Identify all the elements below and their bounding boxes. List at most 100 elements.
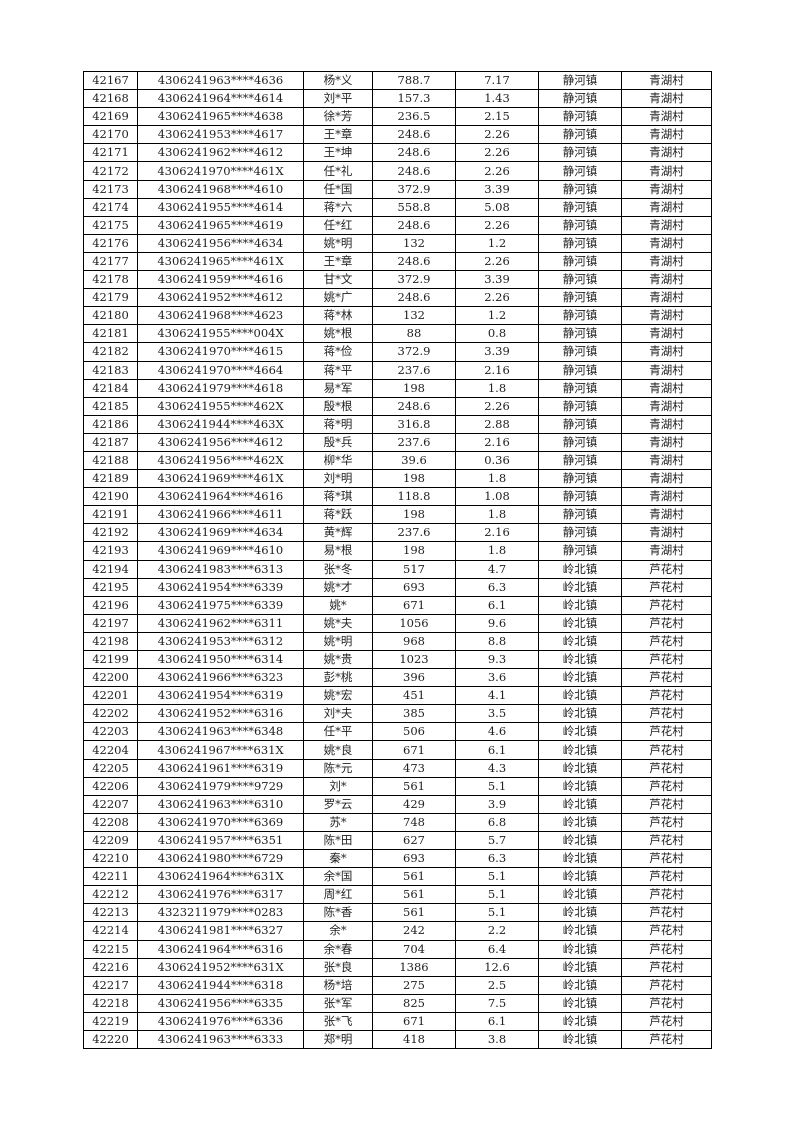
village-cell: 芦花村 [621, 595, 712, 615]
serial-number-cell: 42187 [83, 432, 138, 452]
id-number-cell: 4306241962****6311 [137, 613, 304, 633]
table-row: 42194 4306241983****6313 张*冬 517 4.7 岭北镇 芦花村 [83, 559, 712, 579]
serial-number-cell: 42192 [83, 523, 138, 543]
serial-number-cell: 42213 [83, 903, 138, 923]
village-cell: 芦花村 [621, 776, 712, 796]
village-cell: 青湖村 [621, 215, 712, 235]
name-cell: 任*国 [303, 179, 373, 199]
table-row: 42186 4306241944****463X 蒋*明 316.8 2.88 静河镇 青湖… [83, 414, 712, 434]
quantity-cell: 6.3 [455, 577, 539, 597]
town-cell: 静河镇 [538, 197, 622, 217]
town-cell: 岭北镇 [538, 903, 622, 923]
town-cell: 静河镇 [538, 125, 622, 145]
village-cell: 青湖村 [621, 197, 712, 217]
town-cell: 静河镇 [538, 414, 622, 434]
table-row: 42214 4306241981****6327 余* 242 2.2 岭北镇 芦花村 [83, 921, 712, 941]
id-number-cell: 4306241955****004X [137, 324, 304, 344]
id-number-cell: 4306241976****6336 [137, 1011, 304, 1031]
serial-number-cell: 42216 [83, 957, 138, 977]
town-cell: 岭北镇 [538, 993, 622, 1013]
serial-number-cell: 42211 [83, 867, 138, 887]
serial-number-cell: 42199 [83, 649, 138, 670]
name-cell: 殷*根 [303, 396, 373, 416]
serial-number-cell: 42200 [83, 668, 138, 688]
table-row: 42183 4306241970****4664 蒋*平 237.6 2.16 静河镇 青湖… [83, 360, 712, 380]
table-row: 42175 4306241965****4619 任*红 248.6 2.26 静河镇 青湖… [83, 215, 712, 235]
quantity-cell: 3.6 [455, 668, 539, 688]
serial-number-cell: 42219 [83, 1011, 138, 1031]
town-cell: 静河镇 [538, 342, 622, 362]
name-cell: 余* [303, 921, 373, 941]
amount-cell: 316.8 [372, 414, 456, 434]
village-cell: 芦花村 [621, 758, 712, 778]
table-row: 42170 4306241953****4617 王*章 248.6 2.26 静河镇 青湖… [83, 125, 712, 145]
id-number-cell: 4306241963****6310 [137, 794, 304, 814]
id-number-cell: 4306241957****6351 [137, 830, 304, 851]
serial-number-cell: 42208 [83, 812, 138, 832]
table-row: 42210 4306241980****6729 秦* 693 6.3 岭北镇 芦花村 [83, 849, 712, 869]
serial-number-cell: 42172 [83, 161, 138, 181]
town-cell: 静河镇 [538, 179, 622, 199]
quantity-cell: 1.8 [455, 378, 539, 398]
amount-cell: 693 [372, 577, 456, 597]
village-cell: 青湖村 [621, 487, 712, 507]
id-number-cell: 4306241980****6729 [137, 849, 304, 869]
name-cell: 姚*根 [303, 324, 373, 344]
id-number-cell: 4306241961****6319 [137, 758, 304, 778]
table-row: 42168 4306241964****4614 刘*平 157.3 1.43 静河镇 青湖… [83, 89, 712, 109]
id-number-cell: 4306241979****9729 [137, 776, 304, 796]
town-cell: 静河镇 [538, 396, 622, 416]
serial-number-cell: 42205 [83, 758, 138, 778]
table-row: 42185 4306241955****462X 殷*根 248.6 2.26 静河镇 青湖… [83, 396, 712, 416]
table-row: 42177 4306241965****461X 王*章 248.6 2.26 静河镇 青湖… [83, 251, 712, 272]
table-row: 42219 4306241976****6336 张*飞 671 6.1 岭北镇 芦花村 [83, 1011, 712, 1031]
village-cell: 青湖村 [621, 89, 712, 109]
village-cell: 青湖村 [621, 125, 712, 145]
name-cell: 张*飞 [303, 1011, 373, 1031]
id-number-cell: 4306241965****461X [137, 251, 304, 272]
quantity-cell: 1.2 [455, 233, 539, 253]
serial-number-cell: 42215 [83, 939, 138, 959]
amount-cell: 627 [372, 830, 456, 851]
village-cell: 芦花村 [621, 631, 712, 652]
amount-cell: 88 [372, 324, 456, 344]
town-cell: 岭北镇 [538, 812, 622, 832]
name-cell: 姚*良 [303, 740, 373, 760]
quantity-cell: 2.15 [455, 107, 539, 127]
quantity-cell: 4.6 [455, 722, 539, 742]
id-number-cell: 4306241954****6339 [137, 577, 304, 597]
serial-number-cell: 42207 [83, 794, 138, 814]
table-row: 42174 4306241955****4614 蒋*六 558.8 5.08 静河镇 青湖… [83, 197, 712, 217]
quantity-cell: 12.6 [455, 957, 539, 977]
town-cell: 静河镇 [538, 161, 622, 181]
amount-cell: 39.6 [372, 450, 456, 471]
village-cell: 青湖村 [621, 469, 712, 489]
town-cell: 岭北镇 [538, 830, 622, 851]
amount-cell: 132 [372, 306, 456, 326]
id-number-cell: 4306241964****4614 [137, 89, 304, 109]
amount-cell: 396 [372, 668, 456, 688]
quantity-cell: 9.3 [455, 649, 539, 670]
town-cell: 静河镇 [538, 360, 622, 380]
quantity-cell: 8.8 [455, 631, 539, 652]
town-cell: 岭北镇 [538, 849, 622, 869]
town-cell: 岭北镇 [538, 631, 622, 652]
serial-number-cell: 42190 [83, 487, 138, 507]
serial-number-cell: 42210 [83, 849, 138, 869]
town-cell: 岭北镇 [538, 595, 622, 615]
amount-cell: 561 [372, 885, 456, 905]
name-cell: 姚* [303, 595, 373, 615]
table-row: 42220 4306241963****6333 郑*明 418 3.8 岭北镇 芦花村 [83, 1029, 712, 1050]
table-row: 42200 4306241966****6323 彭*桃 396 3.6 岭北镇 芦花村 [83, 668, 712, 688]
quantity-cell: 2.26 [455, 288, 539, 308]
village-cell: 芦花村 [621, 794, 712, 814]
name-cell: 张*冬 [303, 559, 373, 579]
quantity-cell: 4.1 [455, 686, 539, 706]
town-cell: 静河镇 [538, 505, 622, 525]
amount-cell: 968 [372, 631, 456, 652]
records-table: 42167 4306241963****4636 杨*义 788.7 7.17 静河镇 青湖… [83, 70, 712, 1050]
id-number-cell: 4306241965****4619 [137, 215, 304, 235]
id-number-cell: 4306241968****4623 [137, 306, 304, 326]
amount-cell: 236.5 [372, 107, 456, 127]
town-cell: 静河镇 [538, 450, 622, 471]
